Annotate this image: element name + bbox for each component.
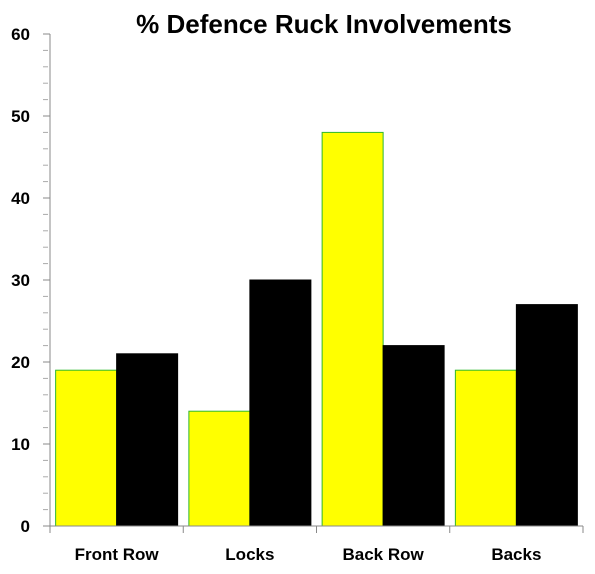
chart-title: % Defence Ruck Involvements [136, 9, 512, 39]
y-tick-label: 50 [11, 107, 30, 126]
y-tick-label: 60 [11, 25, 30, 44]
bar-front-row-series-2 [116, 353, 179, 527]
bar-back-row-series-2 [382, 345, 445, 527]
bar-front-row-series-1 [55, 369, 118, 527]
x-category-label: Locks [225, 545, 274, 564]
bar-locks-series-2 [249, 279, 312, 527]
x-category-label: Back Row [343, 545, 425, 564]
y-tick-label: 40 [11, 189, 30, 208]
bars [55, 131, 578, 527]
bar-backs-series-1 [454, 369, 517, 527]
y-tick-label: 30 [11, 271, 30, 290]
x-axis: Front Row Locks Back Row Backs [49, 525, 584, 564]
x-category-label: Front Row [75, 545, 160, 564]
y-axis: 0 10 20 30 40 50 60 [11, 25, 51, 536]
bar-back-row-series-1 [321, 131, 384, 527]
bar-backs-series-2 [515, 304, 578, 527]
bar-locks-series-1 [188, 410, 251, 527]
x-category-label: Backs [491, 545, 541, 564]
y-tick-label: 0 [21, 517, 30, 536]
y-tick-label: 10 [11, 435, 30, 454]
y-tick-label: 20 [11, 353, 30, 372]
